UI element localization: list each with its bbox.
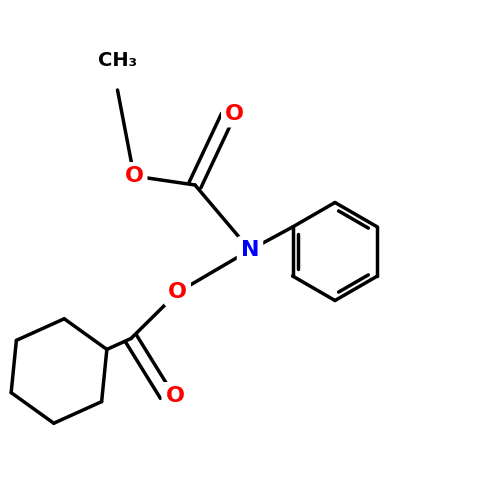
Text: CH₃: CH₃: [98, 50, 137, 70]
Text: O: O: [166, 386, 184, 406]
Text: O: O: [225, 104, 244, 124]
Text: O: O: [124, 166, 144, 186]
Text: O: O: [168, 282, 187, 302]
Text: N: N: [241, 240, 259, 260]
